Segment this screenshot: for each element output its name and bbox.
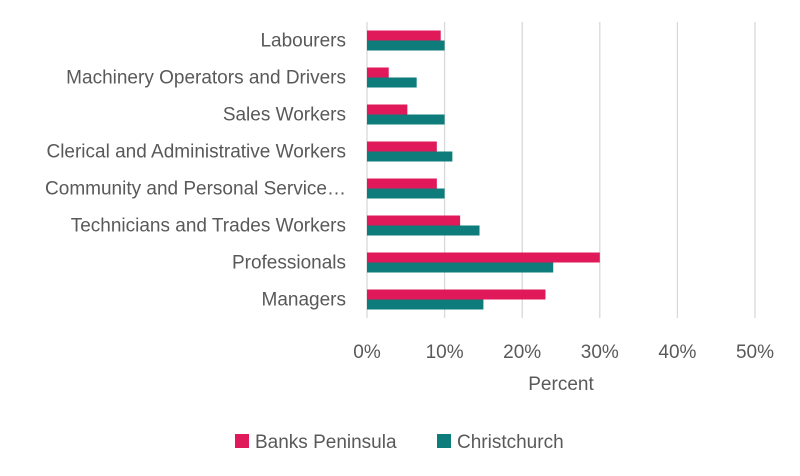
bar-banks-peninsula	[367, 141, 437, 152]
bar-christchurch	[367, 262, 554, 273]
bar-banks-peninsula	[367, 215, 461, 226]
legend-swatch	[437, 434, 451, 448]
bar-christchurch	[367, 225, 480, 236]
x-tick-label: 10%	[426, 342, 464, 363]
category-label: Sales Workers	[223, 105, 346, 126]
category-label: Community and Personal Service…	[45, 179, 346, 200]
bar-banks-peninsula	[367, 30, 441, 41]
bar-christchurch	[367, 77, 417, 88]
bar-christchurch	[367, 299, 484, 310]
bar-banks-peninsula	[367, 67, 389, 78]
bar-banks-peninsula	[367, 178, 437, 189]
category-label: Professionals	[232, 253, 346, 274]
category-label: Machinery Operators and Drivers	[66, 68, 346, 89]
gridlines	[366, 22, 756, 318]
legend-swatch	[235, 434, 249, 448]
bar-christchurch	[367, 114, 445, 125]
category-label: Technicians and Trades Workers	[71, 216, 346, 237]
bar-banks-peninsula	[367, 289, 546, 300]
x-tick-label: 0%	[353, 342, 381, 363]
bars	[367, 30, 600, 310]
x-tick-label: 50%	[736, 342, 774, 363]
bar-christchurch	[367, 40, 445, 51]
bar-banks-peninsula	[367, 252, 600, 263]
x-tick-labels: 0% 10% 20% 30% 40% 50%	[353, 342, 774, 363]
legend-label: Christchurch	[457, 432, 564, 453]
category-label: Labourers	[260, 31, 346, 52]
legend-label: Banks Peninsula	[255, 432, 397, 453]
bar-christchurch	[367, 188, 445, 199]
x-tick-label: 40%	[658, 342, 696, 363]
bar-banks-peninsula	[367, 104, 408, 115]
x-axis-title: Percent	[528, 374, 594, 395]
x-tick-label: 20%	[503, 342, 541, 363]
category-label: Clerical and Administrative Workers	[46, 142, 346, 163]
legend: Banks Peninsula Christchurch	[235, 432, 564, 453]
bar-christchurch	[367, 151, 453, 162]
category-label: Managers	[262, 290, 347, 311]
x-tick-label: 30%	[581, 342, 619, 363]
category-labels: Labourers Machinery Operators and Drivers…	[45, 31, 346, 311]
